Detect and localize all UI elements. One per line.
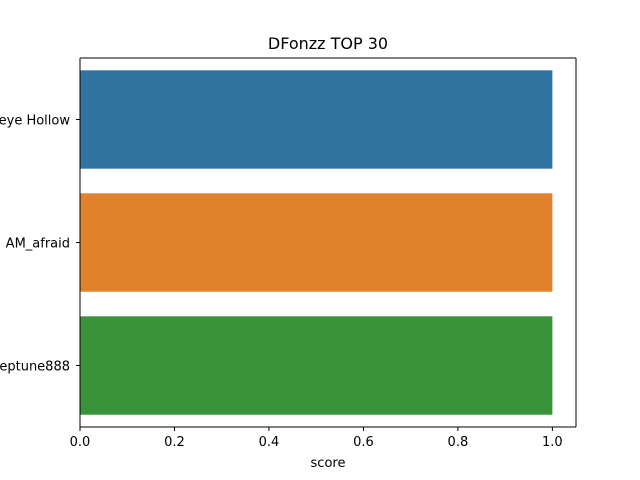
x-tick-label: 0.4	[259, 435, 280, 450]
x-tick-label: 1.0	[542, 435, 563, 450]
x-tick-label: 0.0	[70, 435, 91, 450]
bar-1	[80, 193, 553, 292]
x-tick-label: 0.8	[448, 435, 469, 450]
axes-frame	[79, 57, 577, 428]
x-tick-label: 0.6	[353, 435, 374, 450]
bar-2	[80, 316, 553, 415]
y-tick-label: eye Hollow	[0, 114, 70, 129]
y-tick-label: AM_afraid	[6, 237, 70, 252]
bars-layer	[80, 70, 553, 415]
bar-0	[80, 70, 553, 169]
chart-title: DFonzz TOP 30	[268, 34, 388, 53]
y-axis-ticks: eye Hollow AM_afraid eptune888	[0, 114, 80, 375]
x-tick-label: 0.2	[164, 435, 185, 450]
x-axis-ticks: 0.0 0.2 0.4 0.6 0.8 1.0	[70, 427, 563, 450]
x-axis-label: score	[311, 456, 346, 471]
y-tick-label: eptune888	[0, 360, 70, 375]
